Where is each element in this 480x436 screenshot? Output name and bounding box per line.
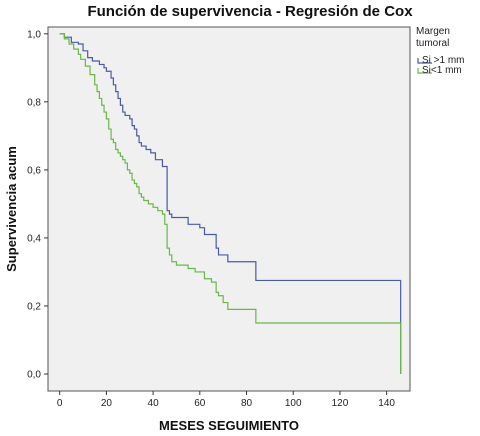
series-line-1 [59,33,402,374]
x-axis: 0 20 40 60 80 100 120 140 [57,391,395,409]
y-tick-label: 0,6 [27,165,41,176]
x-tick-label: 80 [241,398,253,409]
x-tick-label: 60 [194,398,206,409]
y-tick-label: 0,0 [27,369,41,380]
plot-area [47,26,411,392]
y-tick-label: 0,2 [27,301,41,312]
x-tick-label: 0 [57,398,63,409]
x-tick-label: 120 [332,398,349,409]
series-line-2 [59,33,402,374]
y-tick-label: 1,0 [27,29,41,40]
legend-swatch-1 [417,58,432,64]
x-tick-label: 140 [378,398,395,409]
x-tick-label: 100 [285,398,302,409]
y-tick-label: 0,4 [27,233,41,244]
legend-swatch-2 [417,68,432,74]
y-axis-label: Supervivencia acum [4,146,19,272]
x-tick-label: 40 [148,398,160,409]
legend-title-line-2: tumoral [416,38,449,49]
x-tick-label: 20 [101,398,113,409]
legend-title-line-1: Margen [416,26,450,37]
y-axis: 0,0 0,2 0,4 0,6 0,8 1,0 [27,29,48,380]
chart-title: Función de supervivencia - Regresión de … [87,3,413,20]
y-tick-label: 0,8 [27,97,41,108]
legend-label-2: Si<1 mm [422,65,462,76]
series-group [59,33,402,374]
legend-label-1: Si >1 mm [422,55,465,66]
x-axis-label: MESES SEGUIMIENTO [159,418,299,433]
